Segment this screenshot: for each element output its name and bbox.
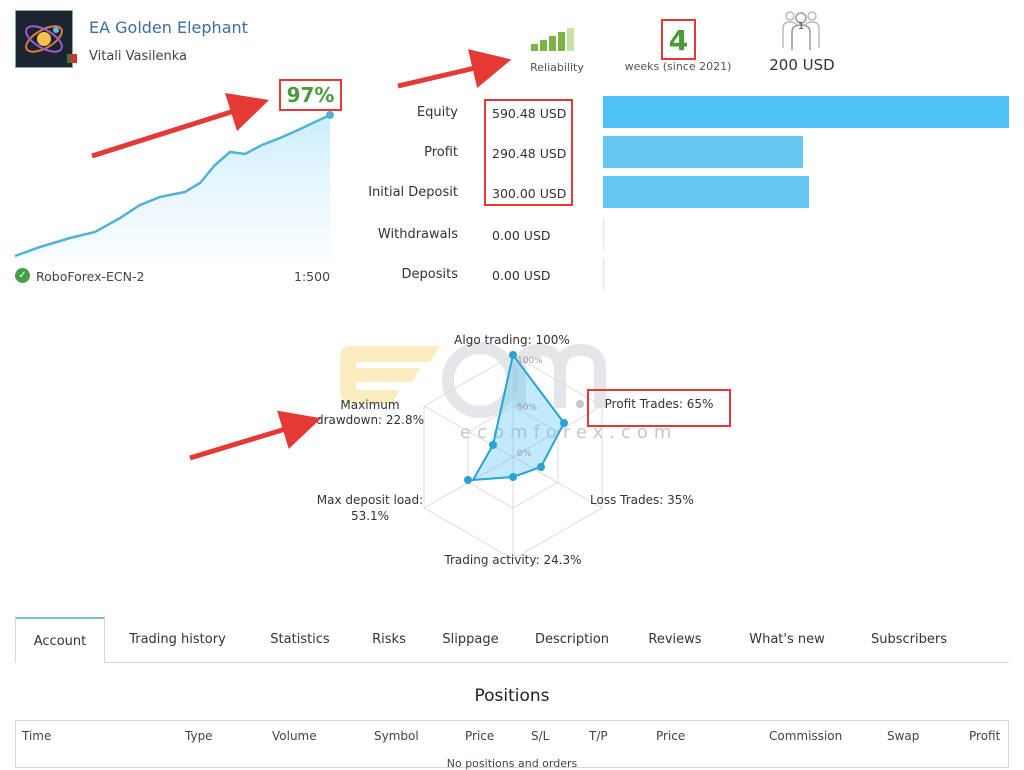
growth-chart: [14, 111, 334, 262]
tab-trading-history[interactable]: Trading history: [129, 632, 226, 647]
metric-value: 300.00 USD: [492, 186, 567, 201]
metric-label: Initial Deposit: [368, 185, 458, 200]
metric-label: Profit: [424, 145, 458, 160]
radar-label-loss: Loss Trades: 35%: [590, 493, 694, 507]
positions-title: Positions: [474, 686, 550, 706]
tab-account[interactable]: Account: [15, 617, 105, 663]
radar-label-load-1: Max deposit load:: [316, 493, 424, 507]
arrow-drawdown: [189, 410, 322, 461]
highlight-box: [587, 389, 731, 427]
annotation-arrows: [91, 49, 512, 461]
metric-bar: [603, 136, 803, 168]
metric-label: Equity: [416, 105, 458, 120]
radar-ring-0: 0%: [517, 449, 532, 459]
tab-slippage[interactable]: Slippage: [442, 632, 499, 647]
metric-value: 0.00 USD: [492, 268, 551, 283]
golden-orbit-icon: [25, 25, 63, 53]
radar-point-drawdown: [489, 441, 497, 449]
column-header[interactable]: S/L: [531, 729, 550, 743]
column-header[interactable]: Time: [22, 729, 52, 743]
check-circle-icon: ✓: [15, 268, 30, 283]
radar-point-algo: [509, 351, 517, 359]
subscribers-count: 1: [797, 21, 805, 32]
metric-label: Withdrawals: [377, 227, 458, 242]
metric-bar: [603, 218, 604, 250]
metric-bar: [603, 176, 809, 208]
column-header[interactable]: Profit: [969, 729, 1001, 743]
highlight-box: [279, 79, 342, 111]
radar-label-dd-2: drawdown: 22.8%: [315, 413, 425, 427]
subscribers-icon: [778, 8, 824, 50]
highlight-box: [484, 99, 573, 206]
tab-description[interactable]: Description: [534, 632, 610, 647]
column-header[interactable]: Symbol: [374, 729, 419, 743]
leverage-value: 1:500: [294, 269, 331, 284]
highlight-box: [661, 19, 696, 60]
radar-point-activity: [509, 473, 517, 481]
growth-endpoint: [326, 111, 334, 119]
radar-point-loss: [537, 463, 545, 471]
radar-chart: 100% 50% 0%: [423, 351, 603, 560]
radar-label-profit: Profit Trades: 65%: [604, 397, 714, 411]
weeks-label: weeks (since 2021): [624, 60, 732, 73]
tab-risks[interactable]: Risks: [372, 632, 406, 647]
radar-point-profit: [560, 419, 568, 427]
growth-value: 97%: [286, 83, 335, 107]
column-header[interactable]: Price: [465, 729, 495, 743]
country-flag-icon: [67, 54, 77, 63]
metric-bar: [603, 96, 1009, 128]
signal-avatar[interactable]: [15, 10, 73, 68]
radar-label-algo: Algo trading: 100%: [454, 333, 570, 347]
column-header[interactable]: T/P: [589, 729, 608, 743]
arrow-metrics: [397, 49, 512, 89]
tabs-divider: [15, 662, 1009, 663]
broker-name[interactable]: RoboForex-ECN-2: [36, 269, 145, 284]
tab-what-s-new[interactable]: What's new: [749, 632, 825, 647]
tab-subscribers[interactable]: Subscribers: [871, 632, 947, 647]
radar-label-dd-1: Maximum: [340, 398, 400, 412]
signal-title[interactable]: EA Golden Elephant: [89, 18, 248, 37]
positions-table: Time Type Volume Symbol Price S/L T/P Price Comm…: [15, 720, 1009, 770]
tab-reviews[interactable]: Reviews: [648, 632, 702, 647]
metric-value: 590.48 USD: [492, 106, 567, 121]
radar-label-activity: Trading activity: 24.3%: [444, 553, 582, 567]
empty-positions-message: No positions and orders: [446, 757, 578, 770]
column-header[interactable]: Type: [185, 729, 213, 743]
metric-value: 290.48 USD: [492, 146, 567, 161]
reliability-label: Reliability: [530, 61, 584, 74]
column-header[interactable]: Volume: [272, 729, 317, 743]
author-name[interactable]: Vitali Vasilenka: [89, 49, 187, 64]
tab-bar: Account Trading history Statistics Risks Sli…: [15, 617, 1009, 663]
column-header[interactable]: Price: [656, 729, 686, 743]
radar-label-load-2: 53.1%: [350, 509, 390, 523]
metric-label: Deposits: [401, 267, 458, 282]
column-header[interactable]: Swap: [887, 729, 920, 743]
radar-ring-100: 100%: [517, 356, 543, 366]
tab-statistics[interactable]: Statistics: [270, 632, 330, 647]
reliability-bars-icon: [528, 26, 588, 52]
weeks-value: 4: [668, 24, 689, 57]
arrow-growth: [91, 92, 270, 159]
signal-price: 200 USD: [769, 56, 835, 74]
growth-line: [14, 113, 331, 258]
radar-point-load: [464, 476, 472, 484]
watermark-logo: [340, 342, 606, 418]
metric-value: 0.00 USD: [492, 228, 551, 243]
metric-bar: [603, 258, 604, 290]
column-header[interactable]: Commission: [769, 729, 843, 743]
radar-ring-50: 50%: [517, 403, 537, 413]
